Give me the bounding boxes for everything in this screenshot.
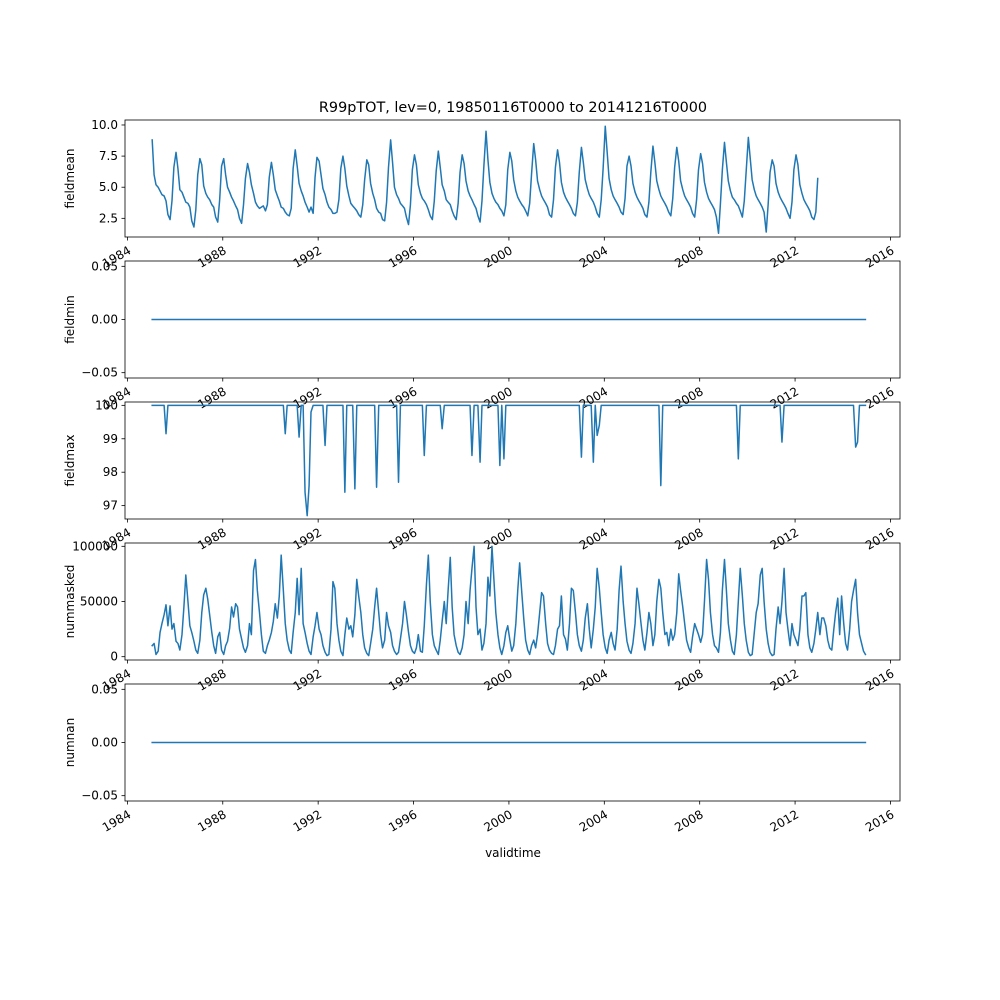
fieldmax-y-tick-label: 97	[103, 499, 118, 513]
fieldmin-y-tick-label: 0.05	[91, 259, 118, 273]
numnan-y-tick-label: −0.05	[81, 789, 118, 803]
nummasked-series-line	[151, 545, 867, 657]
fieldmin-y-tick-label: −0.05	[81, 366, 118, 380]
fieldmean-series-line	[151, 125, 819, 235]
fieldmax-y-axis-label: fieldmax	[63, 434, 77, 486]
fieldmin-plot-frame	[124, 260, 901, 379]
numnan-y-axis-label: numnan	[63, 718, 77, 767]
fieldmax-series-line	[151, 404, 867, 517]
x-axis-label: validtime	[485, 846, 541, 860]
fieldmax-y-tick-label: 98	[103, 465, 118, 479]
fieldmean-y-tick-label: 5.0	[99, 180, 118, 194]
fieldmax-plot-frame	[124, 401, 901, 520]
figure-title: R99pTOT, lev=0, 19850116T0000 to 2014121…	[319, 100, 707, 116]
fieldmax-y-tick-label: 99	[103, 432, 118, 446]
nummasked-y-tick-label: 50000	[80, 595, 118, 609]
fieldmean-y-tick-label: 2.5	[99, 211, 118, 225]
fieldmin-y-tick-label: 0.00	[91, 313, 118, 327]
fieldmax-y-tick-label: 100	[95, 398, 118, 412]
fieldmean-y-tick-label: 7.5	[99, 149, 118, 163]
nummasked-y-axis-label: nummasked	[63, 565, 77, 639]
fieldmean-y-axis-label: fieldmean	[63, 149, 77, 209]
fieldmin-y-axis-label: fieldmin	[63, 295, 77, 344]
nummasked-plot-frame	[124, 542, 901, 661]
fieldmean-y-tick-label: 10.0	[91, 118, 118, 132]
numnan-y-tick-label: 0.05	[91, 682, 118, 696]
numnan-y-tick-label: 0.00	[91, 736, 118, 750]
nummasked-y-tick-label: 100000	[72, 539, 118, 553]
nummasked-y-tick-label: 0	[110, 650, 118, 664]
numnan-plot-frame	[124, 683, 901, 802]
fieldmean-plot-frame	[124, 119, 901, 238]
